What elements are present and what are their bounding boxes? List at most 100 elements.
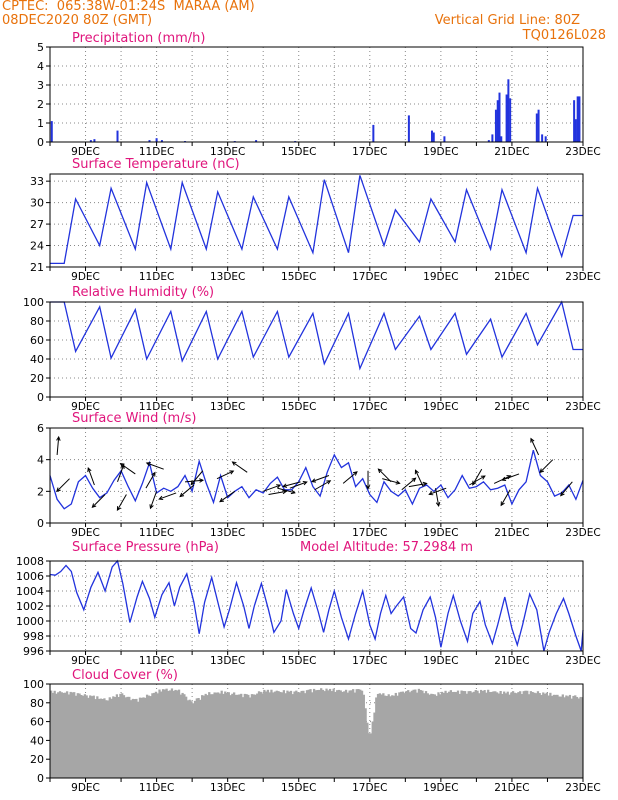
cloud-bar (279, 691, 282, 778)
y-tick-label: 996 (23, 645, 44, 658)
y-tick-label: 0 (37, 517, 44, 530)
x-tick-label: 9DEC (71, 401, 100, 413)
cloud-bar (64, 692, 67, 778)
cloud-bar (144, 697, 147, 778)
cloud-bar (410, 690, 413, 778)
cloud-bar (225, 692, 229, 778)
cloud-bar (192, 703, 195, 778)
cloud-bar (213, 692, 216, 778)
y-tick-label: 60 (30, 716, 44, 729)
x-tick-label: 11DEC (139, 401, 174, 413)
wind-arrow-head (282, 483, 288, 488)
cloud-bar (113, 697, 117, 778)
cloud-bar (565, 695, 568, 778)
x-tick-label: 11DEC (139, 782, 174, 794)
cloud-bar (138, 697, 142, 778)
y-tick-label: 2 (37, 485, 44, 498)
precip-bar (500, 136, 503, 142)
y-tick-label: 60 (30, 334, 44, 347)
panel-title: Surface Wind (m/s) (72, 411, 196, 426)
wind-arrow-head (422, 481, 428, 487)
wind-arrow (277, 487, 295, 494)
cloud-bar (87, 697, 90, 778)
x-tick-label: 15DEC (281, 655, 316, 667)
wind-arrow (117, 464, 125, 483)
cloud-bar (101, 698, 104, 778)
wind-arrow (500, 489, 511, 506)
x-tick-label: 11DEC (139, 655, 174, 667)
cloud-bar (160, 691, 163, 778)
wind-arrow-head (276, 484, 282, 489)
cloud-bar (453, 691, 456, 778)
cloud-bar (250, 694, 254, 778)
cloud-bar (400, 691, 403, 778)
cloud-bar (247, 694, 250, 778)
cloud-bar (360, 690, 364, 778)
cloud-bar (549, 692, 552, 778)
cloud-bar (446, 692, 449, 778)
cloud-bar (215, 692, 218, 778)
cloud-bar (289, 690, 293, 778)
cloud-bar (431, 694, 435, 778)
panel-5: 0 20 40 60 80 100 9DEC 11DEC 13DEC 15DEC 17DEC 19DE… (23, 668, 601, 794)
wind-arrow (435, 488, 440, 506)
x-tick-label: 19DEC (423, 401, 458, 413)
cloud-bar (71, 692, 74, 778)
cloud-bar (487, 689, 490, 778)
wind-arrow (116, 494, 127, 511)
cloud-bar (224, 691, 227, 778)
cloud-bar (481, 690, 485, 778)
cloud-bar (186, 700, 190, 778)
y-tick-label: 21 (30, 261, 44, 274)
x-tick-label: 15DEC (281, 527, 316, 539)
wind-arrow-head (219, 497, 225, 503)
cloud-bar (161, 689, 165, 778)
y-tick-label: 80 (30, 315, 44, 328)
panel-frame (49, 301, 584, 398)
cloud-bar (188, 699, 191, 778)
x-tick-label: 13DEC (210, 146, 245, 158)
cloud-bar (357, 689, 360, 778)
precip-bar (509, 98, 512, 142)
x-tick-label: 21DEC (494, 527, 529, 539)
wind-arrow (311, 475, 330, 483)
cloud-bar (492, 691, 495, 778)
y-tick-label: 100 (23, 296, 44, 309)
cloud-bar (463, 691, 467, 778)
cloud-bar (50, 690, 53, 778)
x-tick-label: 19DEC (423, 146, 458, 158)
panel-3: 0 2 4 6 9DEC 11DEC 13DEC 15DEC 17DEC 19DEC 21DEC 23… (37, 411, 601, 539)
wind-arrow (268, 490, 287, 495)
y-tick-label: 20 (30, 753, 44, 766)
cloud-bar (472, 691, 476, 778)
cloud-bar (522, 691, 525, 778)
cloud-bar (433, 694, 437, 778)
cloud-bar (378, 693, 381, 778)
cloud-bar (169, 690, 172, 778)
x-tick-label: 9DEC (71, 527, 100, 539)
cloud-bar (440, 691, 444, 778)
cloud-bar (407, 690, 410, 778)
cloud-bar (78, 693, 81, 778)
cloud-bar (426, 693, 429, 778)
precip-bar (160, 140, 163, 142)
x-tick-label: 13DEC (210, 655, 245, 667)
cloud-bar (57, 692, 60, 778)
x-tick-label: 11DEC (139, 527, 174, 539)
wind-arrow (429, 487, 447, 495)
precip-bar (432, 132, 435, 142)
cloud-bar (190, 701, 193, 778)
cloud-bar (575, 696, 579, 778)
wind-arrow (91, 494, 106, 508)
cloud-bar (346, 692, 349, 778)
cloud-bar (405, 691, 408, 778)
wind-arrow (415, 470, 424, 487)
wind-arrow-head (352, 471, 358, 476)
panel-frame (49, 683, 584, 779)
cloud-bar (328, 688, 332, 778)
precip-bar (535, 113, 538, 142)
cloud-bar (142, 697, 145, 778)
model-altitude: Model Altitude: 57.2984 m (300, 540, 473, 555)
cloud-bar (325, 688, 328, 778)
